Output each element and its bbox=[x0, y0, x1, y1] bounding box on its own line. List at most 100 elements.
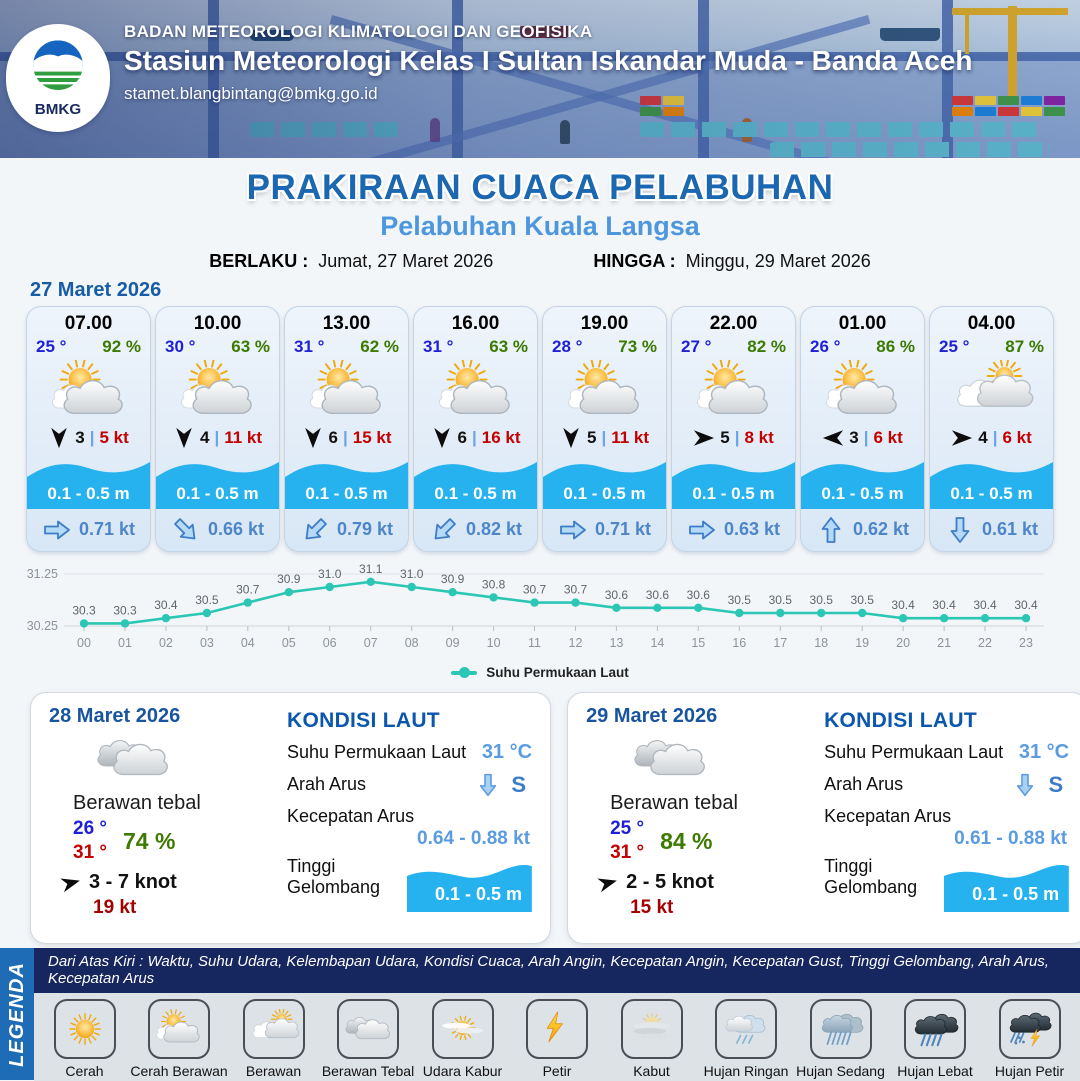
legend-icon-box bbox=[809, 999, 872, 1059]
svg-text:03: 03 bbox=[200, 636, 214, 650]
air-temperature: 31 ° bbox=[294, 336, 325, 356]
current-direction-icon bbox=[297, 511, 334, 548]
legend-icon-box bbox=[431, 999, 494, 1059]
day-cards-row: 28 Maret 2026 Berawan tebal 26 ° 31 ° 74… bbox=[30, 691, 1080, 944]
sst-label: Suhu Permukaan Laut bbox=[824, 741, 1004, 762]
header-text: BADAN METEOROLOGI KLIMATOLOGI DAN GEOFIS… bbox=[124, 22, 972, 104]
current-row: 0.82 kt bbox=[414, 509, 537, 551]
wave-height-value: 0.1 - 0.5 m bbox=[972, 883, 1060, 904]
legend-icon-box bbox=[998, 999, 1061, 1059]
current-row: 0.71 kt bbox=[543, 509, 666, 551]
svg-text:30.5: 30.5 bbox=[810, 593, 834, 607]
kondisi-laut-title: KONDISI LAUT bbox=[824, 708, 977, 732]
day-temps: 25 ° 31 ° 84 % bbox=[610, 817, 818, 866]
air-temperature: 25 ° bbox=[939, 336, 970, 356]
current-row: 0.79 kt bbox=[285, 509, 408, 551]
svg-text:30.3: 30.3 bbox=[72, 603, 96, 617]
current-direction-letter: S bbox=[1048, 771, 1064, 797]
humidity: 86 % bbox=[876, 336, 915, 356]
day-date: 29 Maret 2026 bbox=[586, 704, 718, 727]
day-wind: 3 - 7 knot bbox=[59, 870, 281, 894]
legend-item: Berawan Tebal bbox=[322, 999, 414, 1079]
humidity: 63 % bbox=[489, 336, 528, 356]
legend-item: Hujan Ringan bbox=[700, 999, 792, 1079]
wind-speed: 5 bbox=[586, 428, 597, 448]
current-row: 0.71 kt bbox=[27, 509, 150, 551]
day-wind-range: 3 - 7 knot bbox=[89, 871, 177, 894]
legend-icon-box bbox=[526, 999, 588, 1059]
wave-height-band: 0.1 - 0.5 m bbox=[156, 453, 279, 509]
wind-direction-icon bbox=[59, 870, 83, 894]
wind-direction-icon bbox=[431, 427, 453, 449]
current-speed-range: 0.61 - 0.88 kt bbox=[954, 827, 1068, 849]
wave-height-row: Tinggi Gelombang 0.1 - 0.5 m bbox=[287, 856, 533, 912]
forecast-cards-row: 07.00 25 ° 92 % 3 | 5 kt 0.1 - 0.5 m 0.7… bbox=[26, 305, 1054, 552]
legend-item-label: Hujan Sedang bbox=[796, 1063, 885, 1079]
wave-height-value: 0.1 - 0.5 m bbox=[47, 483, 130, 503]
wind-direction-icon bbox=[173, 427, 195, 449]
wind-speed: 4 bbox=[978, 428, 988, 448]
current-speed: 0.71 kt bbox=[78, 519, 136, 540]
berlaku-pair: BERLAKU : Jumat, 27 Maret 2026 bbox=[209, 251, 493, 272]
wind-row: 6 | 16 kt bbox=[414, 425, 537, 452]
bmkg-logo-text: BMKG bbox=[35, 101, 81, 118]
legend-item-label: Hujan Ringan bbox=[703, 1063, 789, 1079]
current-direction-letter: S bbox=[511, 771, 527, 797]
wind-separator: | bbox=[734, 428, 740, 448]
current-row: 0.61 kt bbox=[930, 509, 1053, 551]
wind-direction-icon bbox=[693, 427, 715, 449]
svg-text:30.8: 30.8 bbox=[482, 577, 506, 591]
legend-item: Hujan Lebat bbox=[889, 999, 981, 1079]
forecast-time: 10.00 bbox=[193, 312, 242, 334]
temp-humidity-row: 30 ° 63 % bbox=[156, 335, 279, 357]
legend-item: Hujan Sedang bbox=[795, 999, 887, 1079]
day-condition: Berawan tebal bbox=[73, 791, 201, 814]
day-wind: 2 - 5 knot bbox=[596, 870, 818, 894]
wind-row: 5 | 11 kt bbox=[543, 425, 666, 452]
legend-item: Cerah Berawan bbox=[130, 999, 228, 1079]
current-speed: 0.71 kt bbox=[594, 519, 652, 540]
wind-separator: | bbox=[214, 428, 220, 448]
air-temperature: 26 ° bbox=[810, 336, 841, 356]
arah-arus-label: Arah Arus bbox=[824, 774, 904, 795]
current-speed: 0.62 kt bbox=[852, 519, 910, 540]
svg-text:00: 00 bbox=[77, 636, 91, 650]
current-direction-icon bbox=[476, 772, 500, 798]
current-speed: 0.79 kt bbox=[336, 519, 394, 540]
current-direction-row: Arah Arus S bbox=[824, 772, 1069, 798]
wave-height-band: 0.1 - 0.5 m bbox=[930, 453, 1053, 509]
current-direction-icon bbox=[426, 511, 463, 548]
air-temperature: 25 ° bbox=[36, 336, 67, 356]
wave-shape bbox=[672, 461, 795, 509]
svg-text:31.25: 31.25 bbox=[27, 567, 58, 581]
gust-speed: 8 kt bbox=[744, 428, 774, 448]
wind-speed: 6 bbox=[457, 428, 467, 448]
current-row: 0.62 kt bbox=[801, 509, 924, 551]
wind-direction-icon bbox=[596, 870, 620, 894]
svg-text:30.5: 30.5 bbox=[728, 593, 752, 607]
day-date: 28 Maret 2026 bbox=[49, 704, 181, 727]
svg-text:30.6: 30.6 bbox=[687, 588, 711, 602]
svg-text:04: 04 bbox=[241, 636, 255, 650]
legend-item: Hujan Petir bbox=[984, 999, 1076, 1079]
svg-text:18: 18 bbox=[814, 636, 828, 650]
forecast-time: 13.00 bbox=[322, 312, 371, 334]
wave-height-row: Tinggi Gelombang 0.1 - 0.5 m bbox=[824, 856, 1070, 912]
wind-direction-icon bbox=[560, 427, 582, 449]
wind-row: 3 | 5 kt bbox=[27, 425, 150, 452]
day-wind-range: 2 - 5 knot bbox=[626, 871, 714, 894]
svg-text:30.4: 30.4 bbox=[932, 598, 956, 612]
header-overlay bbox=[0, 0, 1080, 158]
legend-icon-box bbox=[715, 999, 777, 1059]
svg-text:06: 06 bbox=[323, 636, 337, 650]
legend-item-label: Berawan Tebal bbox=[321, 1063, 415, 1079]
day-summary: 29 Maret 2026 Berawan tebal 25 ° 31 ° 84… bbox=[586, 705, 818, 931]
day-weather-icon bbox=[616, 728, 818, 790]
legend-item-label: Hujan Petir bbox=[994, 1063, 1065, 1079]
hingga-value: Minggu, 29 Maret 2026 bbox=[685, 250, 871, 271]
wind-direction-icon bbox=[822, 427, 844, 449]
legend-icon-box bbox=[242, 999, 305, 1059]
legend-icon-box bbox=[904, 999, 966, 1059]
forecast-time: 07.00 bbox=[64, 312, 113, 334]
forecast-time: 22.00 bbox=[709, 312, 758, 334]
